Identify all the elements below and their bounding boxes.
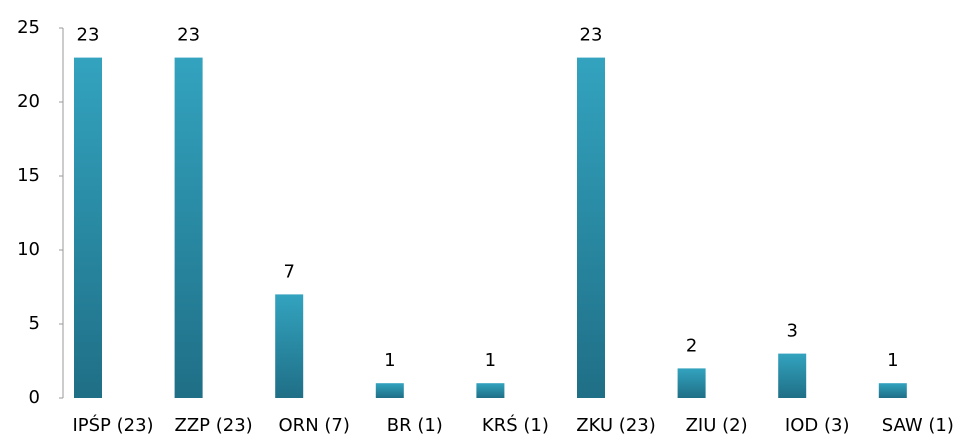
x-tick-label: ZKU (23) (576, 415, 656, 436)
y-tick-label: 15 (17, 165, 40, 186)
x-tick-label: KRŚ (1) (482, 414, 549, 436)
x-tick-label: ZZP (23) (175, 415, 253, 436)
y-tick-label: 0 (29, 387, 40, 408)
bar (778, 353, 807, 398)
data-label: 1 (485, 350, 496, 371)
data-label: 23 (177, 25, 200, 46)
x-tick-label: IOD (3) (785, 415, 850, 436)
x-tick-label: ORN (7) (279, 415, 350, 436)
bar (275, 294, 304, 398)
y-tick-label: 10 (17, 239, 40, 260)
bar (677, 368, 706, 398)
y-tick-label: 25 (17, 17, 40, 38)
x-tick-label: BR (1) (387, 415, 443, 436)
data-label: 23 (77, 25, 100, 46)
x-tick-label: ZIU (2) (686, 415, 748, 436)
bar (375, 383, 404, 398)
data-label: 2 (686, 335, 697, 356)
bar (174, 57, 203, 398)
data-label: 1 (887, 350, 898, 371)
x-tick-label: SAW (1) (882, 415, 954, 436)
data-label: 23 (580, 25, 603, 46)
bar (74, 57, 102, 398)
data-label: 7 (283, 261, 294, 282)
bar (476, 383, 505, 398)
data-label: 3 (786, 321, 797, 342)
x-tick-label: IPŚP (23) (72, 414, 153, 436)
bar (878, 383, 907, 398)
y-tick-label: 20 (17, 91, 40, 112)
y-tick-label: 5 (29, 313, 40, 334)
data-label: 1 (384, 350, 395, 371)
bar (577, 57, 605, 398)
